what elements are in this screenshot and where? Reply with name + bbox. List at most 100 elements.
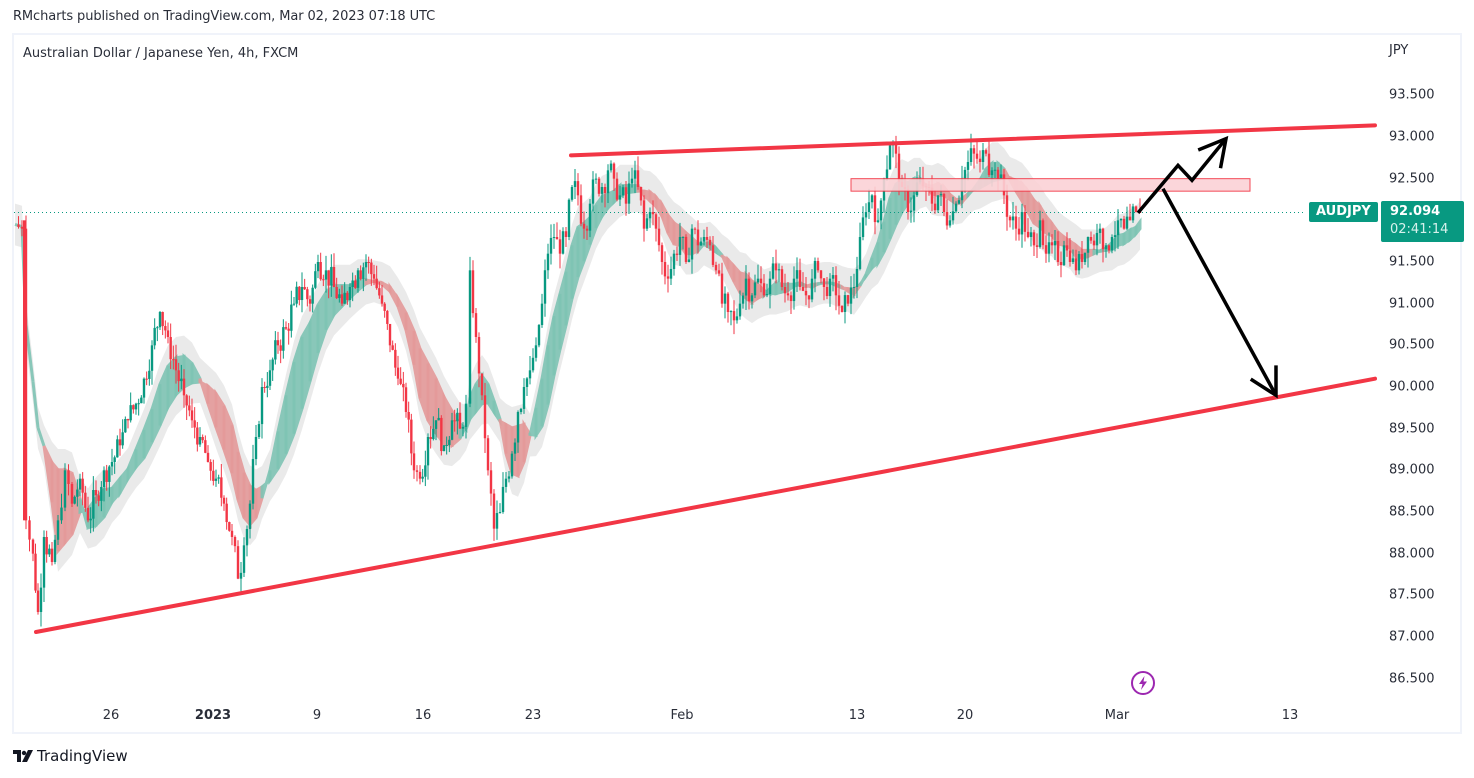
- candle-body: [67, 470, 69, 484]
- candle-body: [1045, 245, 1047, 254]
- candle-body: [459, 413, 461, 429]
- candle-body: [153, 328, 155, 345]
- candle-body: [1111, 237, 1113, 250]
- lightning-icon[interactable]: [1130, 670, 1156, 696]
- candle-body: [871, 195, 873, 202]
- candle-body: [121, 432, 123, 445]
- candle-body: [145, 379, 147, 380]
- candle-body: [778, 269, 780, 270]
- price-tick: 90.000: [1389, 379, 1435, 394]
- candle-body: [1027, 232, 1029, 237]
- candle-body: [775, 263, 777, 270]
- candle-body: [175, 359, 177, 370]
- candle-body: [95, 490, 97, 495]
- bar-countdown: 02:41:14: [1390, 221, 1464, 239]
- candle-body: [952, 211, 954, 220]
- candle-body: [306, 289, 308, 299]
- candle-body: [129, 405, 131, 420]
- candle-body: [386, 311, 388, 324]
- candle-body: [790, 295, 792, 301]
- candle-body: [526, 378, 528, 387]
- candle-body: [301, 287, 303, 300]
- candle-body: [365, 262, 367, 267]
- candle-body: [1081, 254, 1083, 262]
- symbol-title: Australian Dollar / Japanese Yen, 4h, FX…: [23, 46, 298, 61]
- candle-body: [119, 439, 121, 445]
- candle-body: [105, 470, 107, 482]
- candle-body: [1102, 229, 1104, 249]
- candle-body: [263, 387, 265, 388]
- candle-body: [375, 279, 377, 288]
- candle-body: [240, 573, 242, 579]
- candle-body: [148, 371, 150, 379]
- candle-body: [367, 262, 369, 263]
- candle-body: [742, 296, 744, 304]
- candle-body: [137, 403, 139, 404]
- candle-body: [760, 279, 762, 284]
- candle-body: [643, 200, 645, 228]
- candle-body: [429, 437, 431, 439]
- candle-body: [517, 412, 519, 443]
- price-tick: 87.500: [1389, 588, 1435, 603]
- candle-body: [799, 270, 801, 287]
- candle-body: [556, 237, 558, 239]
- candle-body: [547, 254, 549, 271]
- candle-body: [595, 179, 597, 180]
- price-chart-canvas[interactable]: [0, 0, 1474, 778]
- candle-body: [484, 395, 486, 438]
- tradingview-logo[interactable]: TradingView: [13, 747, 128, 765]
- candle-body: [889, 145, 891, 169]
- candle-body: [322, 279, 324, 280]
- candle-body: [92, 490, 94, 519]
- candle-body: [391, 345, 393, 350]
- candle-body: [277, 340, 279, 345]
- candle-body: [183, 379, 185, 396]
- candle-body: [309, 299, 311, 303]
- candle-body: [1123, 219, 1125, 229]
- candle-body: [443, 445, 445, 451]
- price-tick: 93.500: [1389, 88, 1435, 103]
- price-tick: 86.500: [1389, 671, 1435, 686]
- candle-body: [712, 245, 714, 265]
- candle-body: [298, 287, 300, 300]
- candle-body: [1093, 241, 1095, 246]
- candle-body: [427, 437, 429, 465]
- candle-body: [616, 179, 618, 200]
- candle-body: [994, 170, 996, 171]
- candle-body: [220, 477, 222, 497]
- time-tick: 23: [525, 708, 542, 723]
- candle-body: [407, 412, 409, 420]
- candle-body: [757, 279, 759, 283]
- candle-body: [670, 269, 672, 279]
- candle-body: [1015, 216, 1017, 228]
- candle-body: [28, 520, 30, 539]
- candle-body: [402, 384, 404, 387]
- candle-body: [87, 508, 89, 520]
- candle-body: [271, 360, 273, 371]
- candle-body: [223, 498, 225, 504]
- candle-body: [967, 162, 969, 170]
- candle-body: [646, 218, 648, 228]
- candle-body: [76, 490, 78, 497]
- candle-body: [631, 179, 633, 184]
- candle-body: [895, 144, 897, 153]
- candle-body: [652, 212, 654, 214]
- candle-body: [1135, 206, 1137, 212]
- candle-body: [1018, 229, 1020, 235]
- candle-body: [640, 187, 642, 200]
- candle-body: [156, 327, 158, 328]
- candle-body: [432, 429, 434, 439]
- candle-body: [700, 242, 702, 246]
- candle-body: [610, 164, 612, 171]
- candle-body: [1108, 245, 1110, 250]
- candle-body: [1006, 195, 1008, 216]
- candle-body: [405, 387, 407, 412]
- candle-body: [487, 438, 489, 470]
- candle-body: [571, 187, 573, 200]
- candle-body: [940, 194, 942, 195]
- candle-body: [862, 217, 864, 237]
- candle-body: [48, 549, 50, 555]
- candle-body: [937, 195, 939, 210]
- candle-body: [207, 453, 209, 462]
- candle-body: [204, 440, 206, 453]
